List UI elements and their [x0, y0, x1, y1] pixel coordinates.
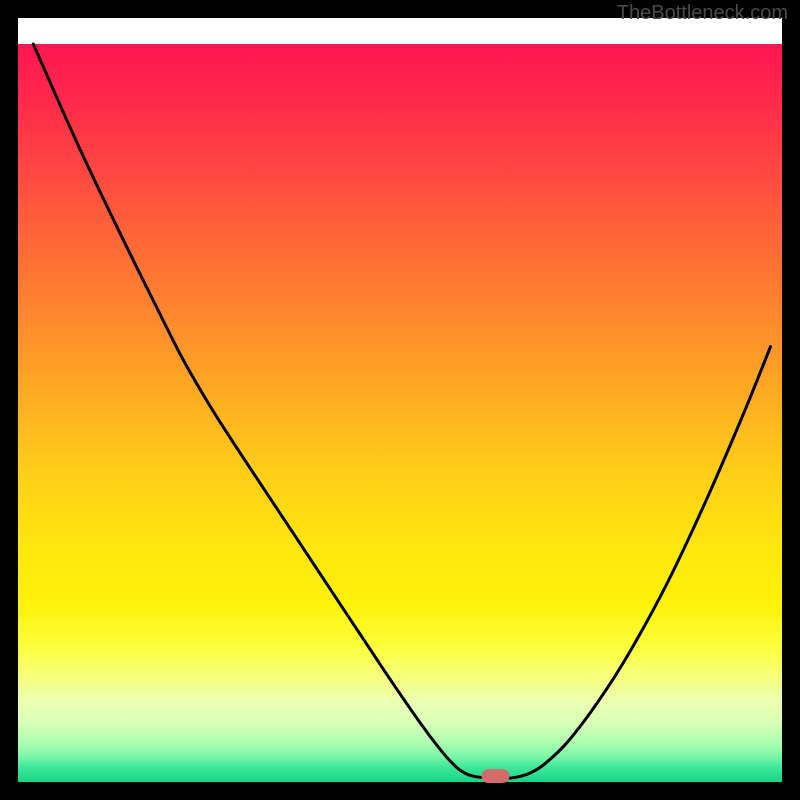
plot-area — [18, 44, 782, 782]
top-strip — [18, 18, 782, 44]
bottleneck-curve-chart — [0, 0, 800, 800]
chart-container: TheBottleneck.com — [0, 0, 800, 800]
optimum-marker — [482, 769, 510, 783]
